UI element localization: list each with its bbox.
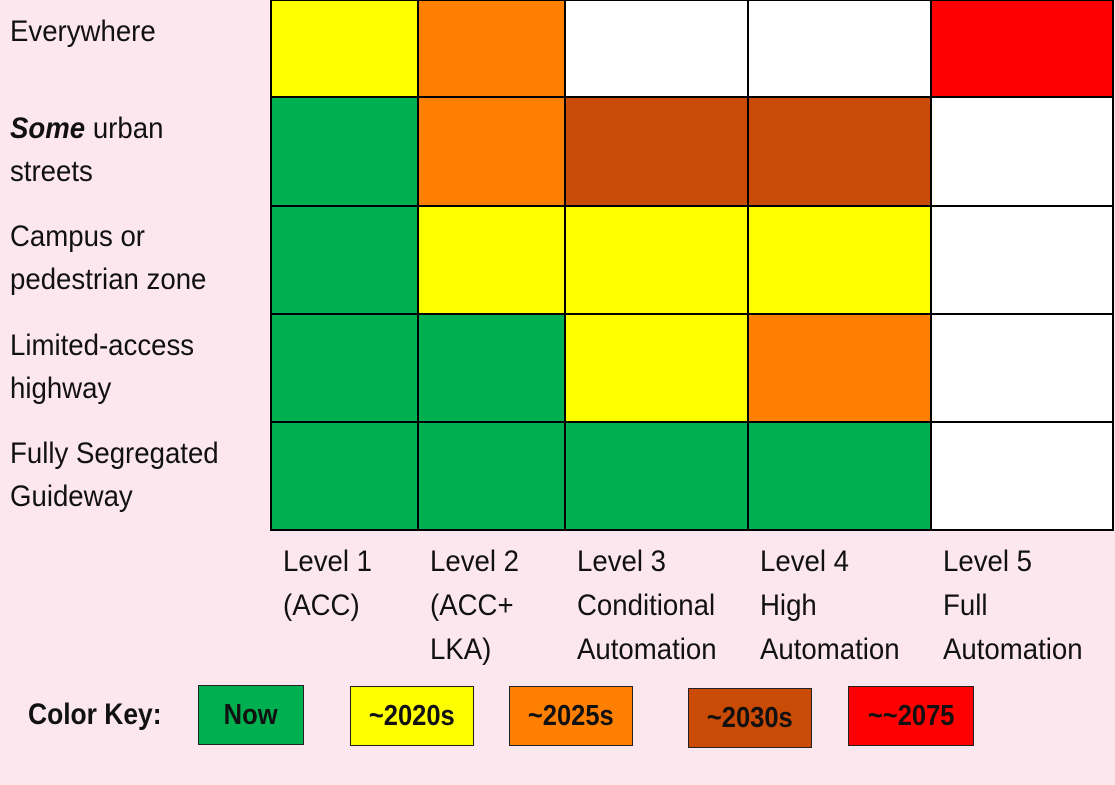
cell-r1-c2: [417, 0, 566, 98]
cell-r1-c3: [564, 0, 749, 98]
cell-r5-c4: [747, 421, 932, 531]
col-label-level-3: Level 3 Conditional Automation: [577, 545, 717, 666]
cell-r5-c3: [564, 421, 749, 531]
cell-r2-c2: [417, 96, 566, 207]
col-label-level-2: Level 2 (ACC+ LKA): [430, 545, 520, 666]
cell-r1-c1: [270, 0, 419, 98]
cell-r3-c4: [747, 205, 932, 315]
cell-r5-c2: [417, 421, 566, 531]
cell-r3-c1: [270, 205, 419, 315]
key-2075: ~~2075: [848, 686, 974, 746]
cell-r2-c1: [270, 96, 419, 207]
cell-r3-c2: [417, 205, 566, 315]
cell-r2-c5: [930, 96, 1114, 207]
cell-r4-c3: [564, 313, 749, 423]
key-2020s: ~2020s: [350, 686, 474, 746]
cell-r2-c4: [747, 96, 932, 207]
key-2030s: ~2030s: [688, 688, 812, 748]
key-2025s: ~2025s: [509, 686, 633, 746]
row-label-everywhere: Everywhere: [10, 15, 156, 48]
cell-r5-c5: [930, 421, 1114, 531]
color-key-title: Color Key:: [28, 698, 162, 731]
matrix-grid: [270, 0, 1114, 531]
row-label-campus: Campus or pedestrian zone: [10, 220, 207, 296]
cell-r1-c5: [930, 0, 1114, 98]
cell-r5-c1: [270, 421, 419, 531]
row-label-guideway: Fully Segregated Guideway: [10, 437, 219, 513]
cell-r4-c4: [747, 313, 932, 423]
col-label-level-1: Level 1 (ACC): [283, 545, 373, 622]
cell-r4-c1: [270, 313, 419, 423]
cell-r3-c3: [564, 205, 749, 315]
row-label-highway: Limited-access highway: [10, 329, 195, 405]
col-label-level-4: Level 4 High Automation: [760, 545, 900, 666]
row-label-urban-streets: Some urban streets: [10, 112, 164, 188]
cell-r1-c4: [747, 0, 932, 98]
key-now: Now: [198, 685, 304, 745]
cell-r4-c2: [417, 313, 566, 423]
cell-r2-c3: [564, 96, 749, 207]
cell-r3-c5: [930, 205, 1114, 315]
cell-r4-c5: [930, 313, 1114, 423]
col-label-level-5: Level 5 Full Automation: [943, 545, 1083, 666]
